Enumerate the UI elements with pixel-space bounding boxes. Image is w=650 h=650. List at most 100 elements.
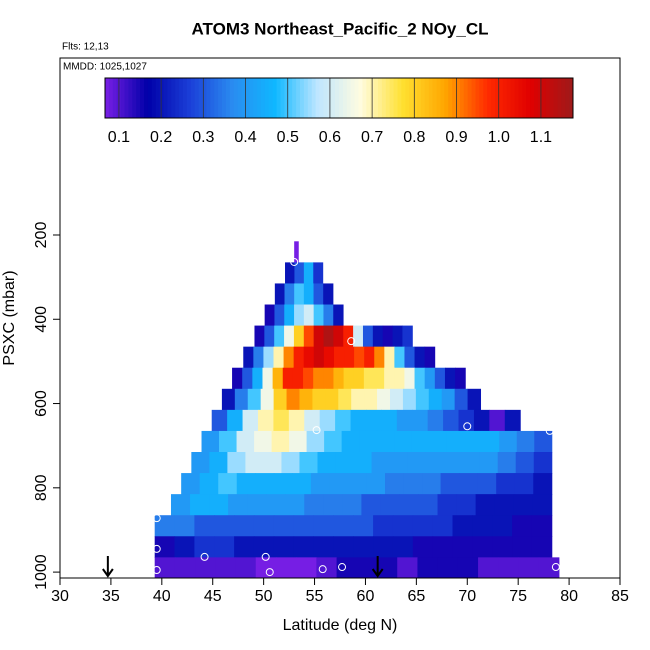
y-tick-label: 1000	[33, 554, 50, 590]
colorbar-swatch	[428, 78, 434, 118]
curtain-cell	[394, 430, 413, 453]
colorbar-swatch	[264, 78, 270, 118]
curtain-cell	[316, 557, 338, 579]
curtain-cell	[190, 494, 210, 516]
curtain-cell	[253, 346, 264, 369]
curtain-cell	[273, 388, 288, 411]
flight-point	[463, 422, 472, 431]
curtain-cell	[353, 452, 373, 474]
curtain-cell	[273, 515, 295, 537]
colorbar-swatch	[479, 78, 484, 118]
curtain-cell	[174, 557, 196, 579]
curtain-cell	[273, 409, 290, 432]
curtain-cell	[417, 557, 439, 579]
colorbar-swatch	[401, 78, 406, 118]
curtain-cell	[296, 557, 317, 579]
curtain-cell	[343, 325, 354, 348]
curtain-cell	[338, 388, 352, 411]
curtain-cell	[260, 388, 275, 411]
curtain-cell	[479, 452, 499, 474]
curtain-cell	[371, 452, 391, 474]
colorbar-swatch	[409, 78, 414, 118]
colorbar-swatch	[354, 78, 359, 118]
curtain-cell	[266, 494, 286, 516]
curtain-cell	[380, 494, 400, 516]
colorbar-tick-label: 0.3	[192, 129, 214, 146]
curtain-cell	[154, 536, 176, 558]
colorbar-swatch	[420, 78, 426, 118]
curtain-cell	[389, 388, 404, 411]
curtain-cell	[255, 557, 277, 579]
curtain-cell	[313, 346, 325, 369]
curtain-cell	[452, 536, 473, 558]
curtain-cell	[336, 557, 358, 579]
curtain-cell	[384, 346, 395, 369]
colorbar-swatch	[183, 78, 188, 118]
colorbar-swatch	[112, 78, 118, 118]
curtain-cell	[285, 494, 305, 516]
colorbar-swatch	[124, 78, 129, 118]
curtain-cell	[154, 557, 176, 579]
curtain-cell	[516, 430, 535, 453]
y-tick-label: 800	[33, 474, 50, 501]
curtain-cell	[174, 515, 195, 537]
flight-point	[152, 514, 161, 523]
curtain-cell	[319, 409, 336, 432]
flight-point	[338, 563, 347, 572]
colorbar-tick-label: 0.5	[277, 129, 299, 146]
curtain-cell	[443, 409, 460, 432]
curtain-cell	[333, 304, 344, 327]
curtain-cell	[531, 536, 553, 558]
curtain-cell	[443, 452, 463, 474]
colorbar-swatch	[233, 78, 239, 118]
curtain-cell	[313, 262, 324, 284]
curtain-cell	[412, 536, 434, 558]
colorbar-swatch	[241, 78, 246, 118]
colorbar-swatch	[436, 78, 441, 118]
curtain-cell	[427, 409, 444, 432]
curtain-cell	[365, 409, 382, 432]
colorbar-swatch	[389, 78, 395, 118]
curtain-cell	[236, 473, 256, 495]
colorbar-swatch	[292, 78, 297, 118]
curtain-cell	[432, 536, 454, 558]
colorbar-swatch	[132, 78, 137, 118]
colorbar-swatch	[514, 78, 519, 118]
curtain-cell	[372, 325, 384, 348]
curtain-cell	[194, 536, 215, 558]
colorbar-swatch	[530, 78, 535, 118]
curtain-cell	[350, 409, 367, 432]
curtain-cell	[214, 515, 235, 537]
curtain-cell	[373, 515, 394, 537]
curtain-cell	[310, 473, 330, 495]
colorbar-swatch	[471, 78, 476, 118]
flight-point	[200, 552, 209, 561]
curtain-cell	[294, 304, 305, 327]
curtain-cell	[404, 346, 416, 369]
curtain-cell	[404, 367, 416, 390]
y-tick-label: 200	[33, 222, 50, 249]
curtain-cell	[342, 494, 362, 516]
colorbar-swatch	[444, 78, 449, 118]
colorbar-swatch	[151, 78, 157, 118]
curtain-cell	[437, 557, 459, 579]
y-tick-label: 400	[33, 306, 50, 333]
curtain-cell	[323, 346, 335, 369]
curtain-cell	[273, 536, 295, 558]
colorbar-swatch	[526, 78, 531, 118]
curtain-cell	[397, 557, 418, 579]
curtain-cell	[273, 346, 285, 369]
curtain-cell	[313, 515, 334, 537]
curtain-cell	[286, 388, 300, 411]
curtain-cell	[440, 473, 460, 495]
curtain-cell	[441, 388, 456, 411]
colorbar-swatch	[537, 78, 543, 118]
curtain-cell	[227, 409, 244, 432]
curtain-cell	[274, 325, 285, 348]
flight-point	[545, 426, 554, 435]
curtain-cell	[492, 536, 513, 558]
colorbar-swatch	[144, 78, 149, 118]
curtain-cell	[313, 304, 324, 327]
curtain-cell	[376, 430, 395, 453]
